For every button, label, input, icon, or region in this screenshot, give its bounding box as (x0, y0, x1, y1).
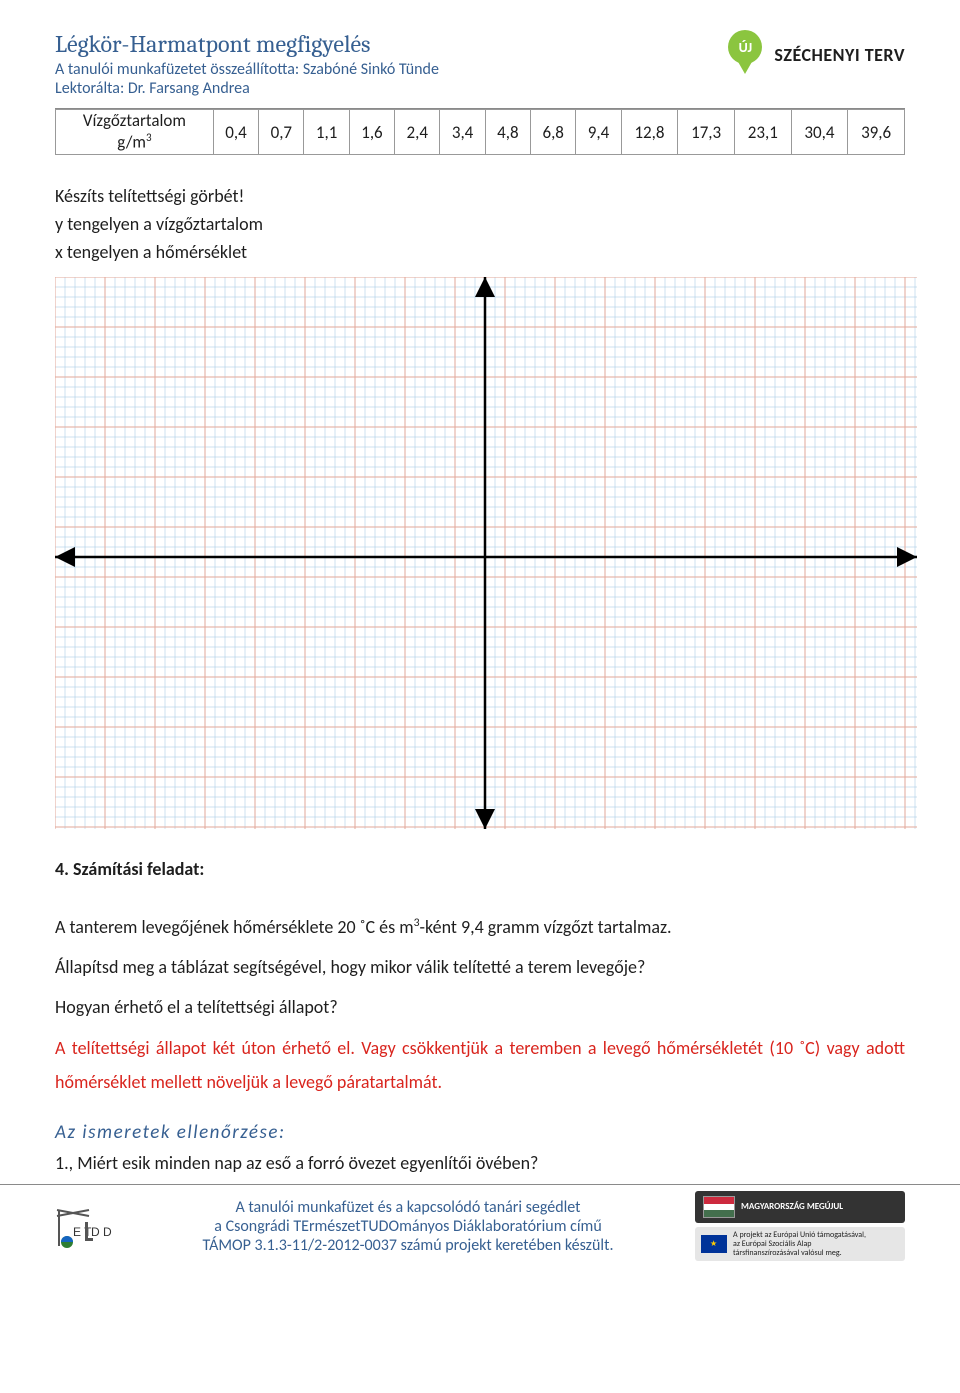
vapor-table: Vízgőztartalom g/m3 0,4 0,7 1,1 1,6 2,4 … (55, 109, 905, 155)
table-cell: 1,6 (349, 110, 394, 155)
table-cell: 39,6 (848, 110, 905, 155)
table-cell: 3,4 (440, 110, 485, 155)
footer-line: TÁMOP 3.1.3-11/2-2012-0037 számú projekt… (137, 1236, 679, 1255)
instructions: Készíts telítettségi görbét! y tengelyen… (55, 185, 905, 263)
megujul-banner: MAGYARORSZÁG MEGÚJUL (695, 1191, 905, 1223)
eu-text-line: társfinanszírozásával valósul meg. (733, 1249, 866, 1258)
check-question: 1., Miért esik minden nap az eső a forró… (55, 1152, 905, 1174)
table-row-label: Vízgőztartalom g/m3 (56, 110, 214, 155)
table-cell: 6,8 (531, 110, 576, 155)
eu-flag-icon (701, 1235, 727, 1253)
logo-text: SZÉCHENYI TERV (774, 44, 905, 66)
table-cell: 0,7 (259, 110, 304, 155)
page-title: Légkör-Harmatpont megfigyelés (55, 30, 439, 58)
table-cell: 12,8 (621, 110, 678, 155)
task-paragraph: Hogyan érhető el a telítettségi állapot? (55, 990, 905, 1024)
footer-text: A tanulói munkafüzet és a kapcsolódó tan… (137, 1198, 679, 1255)
table-row: Vízgőztartalom g/m3 0,4 0,7 1,1 1,6 2,4 … (56, 110, 905, 155)
task-body: A tanterem levegőjének hőmérséklete 20 ˚… (55, 910, 905, 1099)
table-cell: 17,3 (678, 110, 735, 155)
page-header: Légkör-Harmatpont megfigyelés A tanulói … (55, 30, 905, 98)
task-heading: 4. Számítási feladat: (55, 858, 905, 880)
table-cell: 2,4 (395, 110, 440, 155)
table-cell: 0,4 (213, 110, 258, 155)
svg-text:E T: E T (73, 1225, 92, 1239)
table-cell: 30,4 (791, 110, 848, 155)
task-paragraph: Állapítsd meg a táblázat segítségével, h… (55, 950, 905, 984)
logo-pin-icon: ÚJ (728, 30, 764, 80)
eu-funding-block: MAGYARORSZÁG MEGÚJUL A projekt az Európa… (695, 1191, 905, 1261)
check-heading: Az ismeretek ellenőrzése: (55, 1121, 905, 1144)
szechenyi-logo: ÚJ SZÉCHENYI TERV (728, 30, 905, 80)
svg-text:D D: D D (91, 1225, 112, 1239)
header-text: Légkör-Harmatpont megfigyelés A tanulói … (55, 30, 439, 98)
header-author: A tanulói munkafüzetet összeállította: S… (55, 60, 439, 79)
instruction-line: x tengelyen a hőmérséklet (55, 241, 905, 263)
task-paragraph: A tanterem levegőjének hőmérséklete 20 ˚… (55, 910, 905, 944)
tetudod-logo-icon: E T D D (55, 1202, 121, 1250)
table-cell: 1,1 (304, 110, 349, 155)
logo-badge-text: ÚJ (728, 30, 762, 64)
table-cell: 23,1 (734, 110, 791, 155)
footer-line: a Csongrádi TErmészetTUDOmányos Diáklabo… (137, 1217, 679, 1236)
footer-line: A tanulói munkafüzet és a kapcsolódó tan… (137, 1198, 679, 1217)
instruction-line: y tengelyen a vízgőztartalom (55, 213, 905, 235)
megujul-text: MAGYARORSZÁG MEGÚJUL (741, 1201, 843, 1212)
eu-cofinance-banner: A projekt az Európai Unió támogatásával,… (695, 1227, 905, 1261)
page-footer: E T D D A tanulói munkafüzet és a kapcso… (0, 1184, 960, 1275)
instruction-line: Készíts telítettségi görbét! (55, 185, 905, 207)
hungary-flag-icon (703, 1196, 735, 1218)
task-answer: A telítettségi állapot két úton érhető e… (55, 1031, 905, 1099)
header-lector: Lektorálta: Dr. Farsang Andrea (55, 79, 439, 98)
graph-area (55, 277, 917, 834)
table-cell: 4,8 (485, 110, 530, 155)
table-cell: 9,4 (576, 110, 621, 155)
coordinate-grid (55, 277, 917, 829)
